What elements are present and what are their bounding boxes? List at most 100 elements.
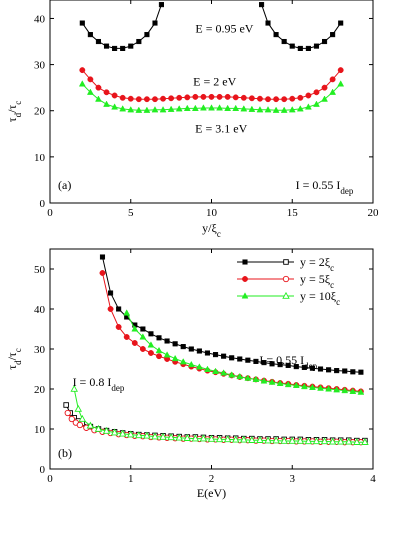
data-point — [232, 94, 239, 101]
data-point — [79, 20, 85, 26]
data-point — [191, 434, 200, 442]
y-tick-label: 10 — [34, 152, 46, 164]
data-point — [361, 438, 369, 445]
data-point — [63, 402, 69, 408]
data-point — [95, 38, 102, 45]
data-point — [128, 43, 134, 49]
data-point — [350, 369, 356, 375]
data-point — [192, 93, 199, 100]
y-axis-label: τd/τc — [5, 101, 23, 122]
data-point — [312, 437, 321, 445]
annotation: I = 0.8 Idep — [73, 375, 125, 393]
data-point — [257, 95, 263, 102]
data-point — [143, 106, 151, 113]
data-point — [345, 437, 353, 445]
y-tick-label: 10 — [34, 424, 46, 436]
data-point — [87, 76, 94, 83]
data-point — [231, 435, 240, 443]
data-point — [156, 335, 162, 341]
data-point — [224, 104, 232, 111]
x-tick-label: 0 — [47, 207, 53, 219]
data-point — [183, 104, 191, 111]
data-point — [240, 105, 248, 112]
data-point — [179, 358, 187, 365]
data-point — [175, 433, 183, 441]
x-tick-label: 3 — [290, 473, 296, 485]
data-point — [309, 383, 316, 390]
data-point — [68, 415, 75, 423]
y-tick-label: 20 — [34, 384, 46, 396]
data-point — [216, 104, 223, 111]
x-tick-label: 15 — [287, 207, 299, 219]
series-line — [81, 4, 162, 49]
y-tick-label: 0 — [40, 198, 46, 210]
data-point — [272, 436, 280, 444]
data-point — [329, 76, 336, 83]
data-point — [79, 67, 86, 74]
data-point — [305, 92, 312, 99]
data-point — [204, 350, 211, 356]
y-tick-label: 30 — [34, 344, 46, 356]
data-point — [95, 95, 102, 102]
data-point — [280, 436, 288, 444]
x-tick-label: 10 — [206, 207, 218, 219]
data-point — [281, 38, 287, 45]
x-axis-label: y/ξc — [202, 221, 221, 239]
data-point — [353, 438, 361, 445]
data-point — [212, 367, 219, 374]
data-point — [300, 382, 308, 390]
data-point — [296, 436, 305, 444]
data-point — [103, 43, 110, 49]
data-point — [143, 431, 151, 439]
data-point — [253, 358, 259, 364]
data-point — [200, 93, 207, 100]
data-point — [252, 375, 260, 382]
data-point — [220, 369, 228, 376]
data-point — [95, 84, 102, 91]
data-point — [110, 428, 119, 436]
data-point — [108, 290, 114, 296]
data-point — [265, 20, 271, 26]
data-point — [322, 38, 328, 45]
data-point — [103, 100, 110, 107]
data-point — [99, 254, 106, 260]
data-point — [163, 351, 171, 358]
data-point — [265, 96, 271, 103]
data-point — [330, 32, 336, 38]
data-point — [260, 377, 268, 384]
data-point — [99, 270, 106, 276]
annotation: E = 2 eV — [193, 74, 236, 88]
data-point — [151, 106, 159, 113]
data-point — [184, 94, 191, 101]
data-point — [321, 95, 328, 102]
data-point — [74, 404, 83, 412]
data-point — [127, 95, 134, 102]
data-point — [273, 96, 280, 103]
data-point — [176, 94, 183, 101]
series-line — [261, 4, 342, 49]
data-point — [151, 432, 159, 440]
data-point — [221, 353, 227, 359]
data-point — [208, 104, 215, 111]
data-point — [119, 94, 126, 101]
y-tick-label: 50 — [34, 264, 46, 276]
legend-label: y = 10ξc — [300, 289, 340, 307]
data-point — [78, 414, 87, 422]
data-point — [167, 105, 175, 112]
data-point — [338, 20, 344, 26]
data-point — [195, 363, 203, 370]
data-point — [70, 384, 78, 392]
data-point — [118, 429, 127, 437]
data-point — [284, 380, 292, 388]
data-point — [333, 386, 341, 393]
data-point — [264, 106, 272, 113]
data-point — [313, 100, 320, 107]
panel-label: (b) — [58, 446, 72, 460]
data-point — [172, 341, 178, 347]
data-point — [288, 106, 296, 113]
data-point — [215, 435, 224, 443]
data-point — [171, 354, 179, 362]
x-tick-label: 2 — [209, 473, 215, 485]
